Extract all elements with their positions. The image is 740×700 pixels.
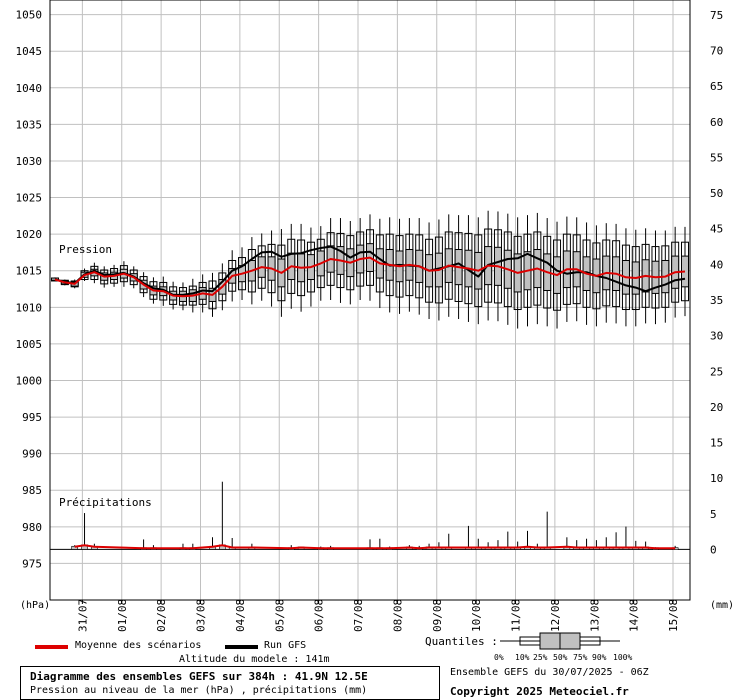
quantile-legend-box-50-75 — [559, 632, 581, 650]
footer-title-box: Diagramme des ensembles GEFS sur 384h : … — [20, 666, 440, 700]
pressure-annotation: Pression — [59, 243, 112, 256]
y-left-tick-label: 995 — [22, 411, 42, 424]
y-left-tick-label: 1025 — [16, 192, 43, 205]
quantile-legend-label: 0% — [494, 653, 504, 662]
x-tick-label: 05/08 — [273, 599, 286, 632]
x-tick-label: 15/08 — [667, 599, 680, 632]
y-left-tick-label: 1035 — [16, 118, 43, 131]
y-right-tick-label: 65 — [710, 80, 723, 93]
x-tick-label: 13/08 — [588, 599, 601, 632]
altitude-text: Altitude du modele : 141m — [179, 654, 330, 665]
y-left-tick-label: 1030 — [16, 155, 43, 168]
quantile-legend-title: Quantiles : — [425, 635, 498, 648]
y-right-unit: (mm) — [710, 600, 735, 611]
x-tick-label: 11/08 — [510, 599, 523, 632]
quantile-legend-label: 100% — [613, 653, 632, 662]
quantile-legend-label: 90% — [592, 653, 607, 662]
quantile-legend-label: 10% — [515, 653, 530, 662]
y-right-tick-label: 20 — [710, 401, 723, 414]
x-tick-label: 03/08 — [195, 599, 208, 632]
y-right-tick-label: 50 — [710, 187, 723, 200]
gfs-pressure-line — [54, 245, 686, 296]
legend-mean-swatch — [35, 645, 68, 649]
y-right-tick-label: 70 — [710, 45, 723, 58]
mean-pressure-line — [54, 256, 686, 298]
y-left-tick-label: 1020 — [16, 228, 43, 241]
precip-annotation: Précipitations — [59, 496, 152, 509]
precip-mean-line — [74, 544, 676, 550]
y-right-tick-label: 10 — [710, 472, 723, 485]
y-left-unit: (hPa) — [20, 600, 51, 611]
y-right-tick-label: 60 — [710, 116, 723, 129]
copyright: Copyright 2025 Meteociel.fr — [450, 685, 629, 698]
y-left-tick-label: 1040 — [16, 82, 43, 95]
legend-mean-label: Moyenne des scénarios — [75, 640, 202, 651]
y-left-tick-label: 1010 — [16, 301, 43, 314]
quantile-legend-label: 50% — [553, 653, 568, 662]
x-tick-label: 12/08 — [549, 599, 562, 632]
y-left-tick-label: 975 — [22, 557, 42, 570]
x-tick-label: 08/08 — [391, 599, 404, 632]
x-tick-label: 09/08 — [431, 599, 444, 632]
x-tick-label: 06/08 — [313, 599, 326, 632]
footer-title: Diagramme des ensembles GEFS sur 384h : … — [30, 670, 368, 683]
y-right-tick-label: 30 — [710, 330, 723, 343]
x-tick-label: 10/08 — [470, 599, 483, 632]
y-right-tick-label: 55 — [710, 151, 723, 164]
legend-gfs-swatch — [225, 645, 258, 649]
x-tick-label: 04/08 — [234, 599, 247, 632]
quantile-legend-label: 25% — [533, 653, 548, 662]
y-right-tick-label: 75 — [710, 9, 723, 22]
y-left-tick-label: 1050 — [16, 9, 43, 22]
legend-gfs-label: Run GFS — [264, 640, 307, 651]
y-right-tick-label: 0 — [710, 543, 717, 556]
y-right-tick-label: 45 — [710, 223, 723, 236]
x-tick-label: 01/08 — [116, 599, 129, 632]
y-left-tick-label: 1000 — [16, 374, 43, 387]
y-left-tick-label: 990 — [22, 448, 42, 461]
quantile-legend-box-25-50 — [539, 632, 561, 650]
x-tick-label: 14/08 — [628, 599, 641, 632]
y-right-tick-label: 35 — [710, 294, 723, 307]
y-right-tick-label: 15 — [710, 437, 723, 450]
y-right-tick-label: 40 — [710, 258, 723, 271]
y-left-tick-label: 985 — [22, 484, 42, 497]
run-info: Ensemble GEFS du 30/07/2025 - 06Z — [450, 667, 649, 678]
x-tick-label: 31/07 — [76, 599, 89, 632]
plot-frame — [49, 0, 691, 601]
x-tick-label: 07/08 — [352, 599, 365, 632]
footer-subtitle: Pression au niveau de la mer (hPa) , pré… — [30, 685, 368, 696]
y-right-tick-label: 5 — [710, 508, 717, 521]
y-right-tick-label: 25 — [710, 365, 723, 378]
quantile-legend-label: 75% — [573, 653, 588, 662]
y-left-tick-label: 1015 — [16, 265, 43, 278]
y-left-tick-label: 1005 — [16, 338, 43, 351]
x-tick-label: 02/08 — [155, 599, 168, 632]
y-left-tick-label: 1045 — [16, 45, 43, 58]
y-left-tick-label: 980 — [22, 521, 42, 534]
